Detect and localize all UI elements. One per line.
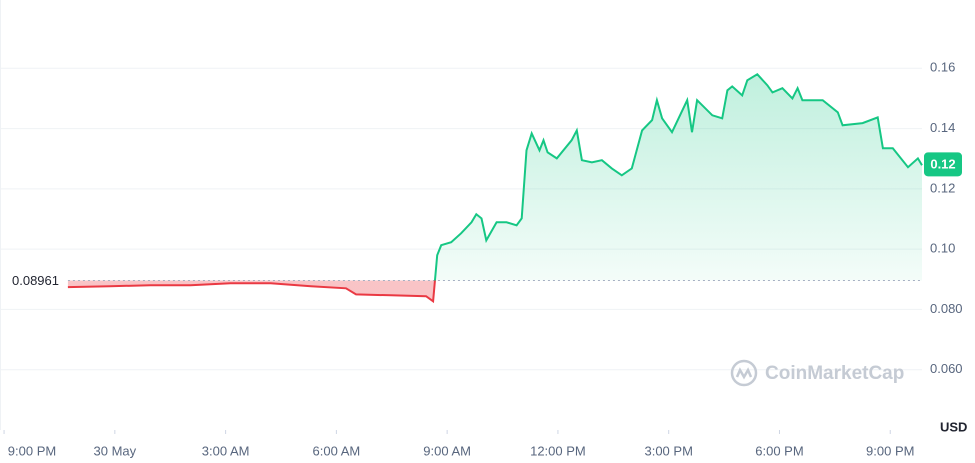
y-tick-label: 0.16	[930, 60, 955, 75]
price-line	[67, 73, 923, 304]
watermark: CoinMarketCap	[730, 359, 904, 387]
x-tick-label: 12:00 PM	[530, 443, 586, 458]
currency-label: USD	[940, 419, 967, 434]
x-tick-label: 9:00 PM	[866, 443, 914, 458]
x-tick-label: 6:00 PM	[755, 443, 803, 458]
x-tick-label: 6:00 AM	[313, 443, 361, 458]
reference-label: 0.08961	[12, 273, 59, 288]
watermark-text: CoinMarketCap	[765, 363, 904, 384]
price-badge: 0.12	[930, 156, 955, 171]
x-tick-label: 30 May	[94, 443, 137, 458]
price-badge-bg	[924, 152, 962, 177]
x-tick-label: 3:00 PM	[644, 443, 692, 458]
y-tick-label: 0.14	[930, 120, 955, 135]
x-tick-label: 9:00 PM	[8, 443, 56, 458]
area-fill	[67, 74, 922, 302]
y-tick-label: 0.12	[930, 180, 955, 195]
reference-label-bg	[4, 270, 66, 291]
x-tick-label: 3:00 AM	[202, 443, 250, 458]
x-tick-label: 9:00 AM	[423, 443, 471, 458]
y-tick-label: 0.080	[930, 301, 963, 316]
y-tick-label: 0.060	[930, 361, 963, 376]
y-tick-label: 0.10	[930, 241, 955, 256]
